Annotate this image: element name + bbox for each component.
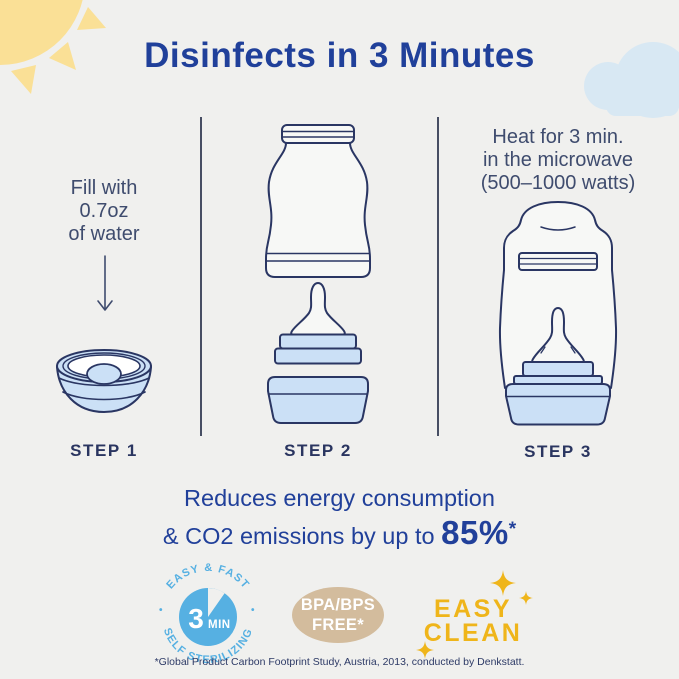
claim-line2: & CO2 emissions by up to 85%* (0, 513, 679, 553)
easy-clean-line1: EASY (433, 595, 513, 623)
svg-text:EASY & FAST: EASY & FAST (164, 562, 251, 591)
sparkle-icon (490, 570, 516, 596)
step3-instruction-line: (500–1000 watts) (480, 172, 636, 194)
step2-label: STEP 2 (284, 441, 352, 460)
bowl-illustration (56, 349, 152, 413)
badge-separator-dot: • (159, 605, 163, 616)
step1-instruction-line: Fill with (70, 177, 138, 199)
assembled-bottle-illustration (498, 201, 618, 426)
page-title: Disinfects in 3 Minutes (144, 36, 535, 75)
badge-arc-top-text: EASY & FAST (164, 562, 250, 591)
badge-min-text: MIN (208, 619, 231, 631)
claim-asterisk: * (508, 519, 517, 540)
bpa-free-badge: BPA/BPS FREE* (292, 587, 384, 643)
column-divider-left (200, 117, 202, 436)
energy-claim: Reduces energy consumption & CO2 emissio… (0, 483, 679, 553)
self-sterilizing-badge: 3 MIN EASY & FAST SELF STERILIZING • • (159, 562, 255, 666)
claim-line1: Reduces energy consumption (184, 485, 495, 511)
column-divider-right (437, 117, 439, 436)
bpa-badge-line1: BPA/BPS (300, 596, 376, 614)
step3-label: STEP 3 (524, 442, 592, 461)
easy-clean-line2: CLEAN (423, 619, 523, 647)
claim-line2-text: & CO2 emissions by up to (162, 522, 435, 549)
bpa-badge-line2: FREE* (312, 616, 364, 634)
step1-instruction-line: of water (68, 223, 140, 245)
step1-instruction: Fill with 0.7oz of water (14, 177, 194, 246)
step3-instruction-line: in the microwave (482, 149, 634, 171)
footnote: *Global Product Carbon Footprint Study, … (154, 656, 525, 668)
easy-clean-badge: EASY CLEAN (413, 595, 533, 647)
step1-instruction-line: 0.7oz (79, 200, 129, 222)
badge-3-text: 3 (188, 603, 204, 634)
claim-highlight: 85% (441, 513, 509, 551)
timer-wedge (208, 588, 225, 617)
sparkles-decoration (416, 570, 533, 659)
badge-separator-dot: • (251, 605, 255, 616)
sparkle-icon (519, 591, 533, 605)
cloud-icon (584, 42, 679, 118)
down-arrow-icon (97, 255, 113, 311)
step3-instruction: Heat for 3 min. in the microwave (500–10… (448, 126, 668, 195)
step1-label: STEP 1 (70, 441, 138, 460)
step3-instruction-line: Heat for 3 min. (492, 126, 624, 148)
sun-icon (0, 0, 106, 94)
disassembled-bottle-illustration (265, 124, 371, 424)
